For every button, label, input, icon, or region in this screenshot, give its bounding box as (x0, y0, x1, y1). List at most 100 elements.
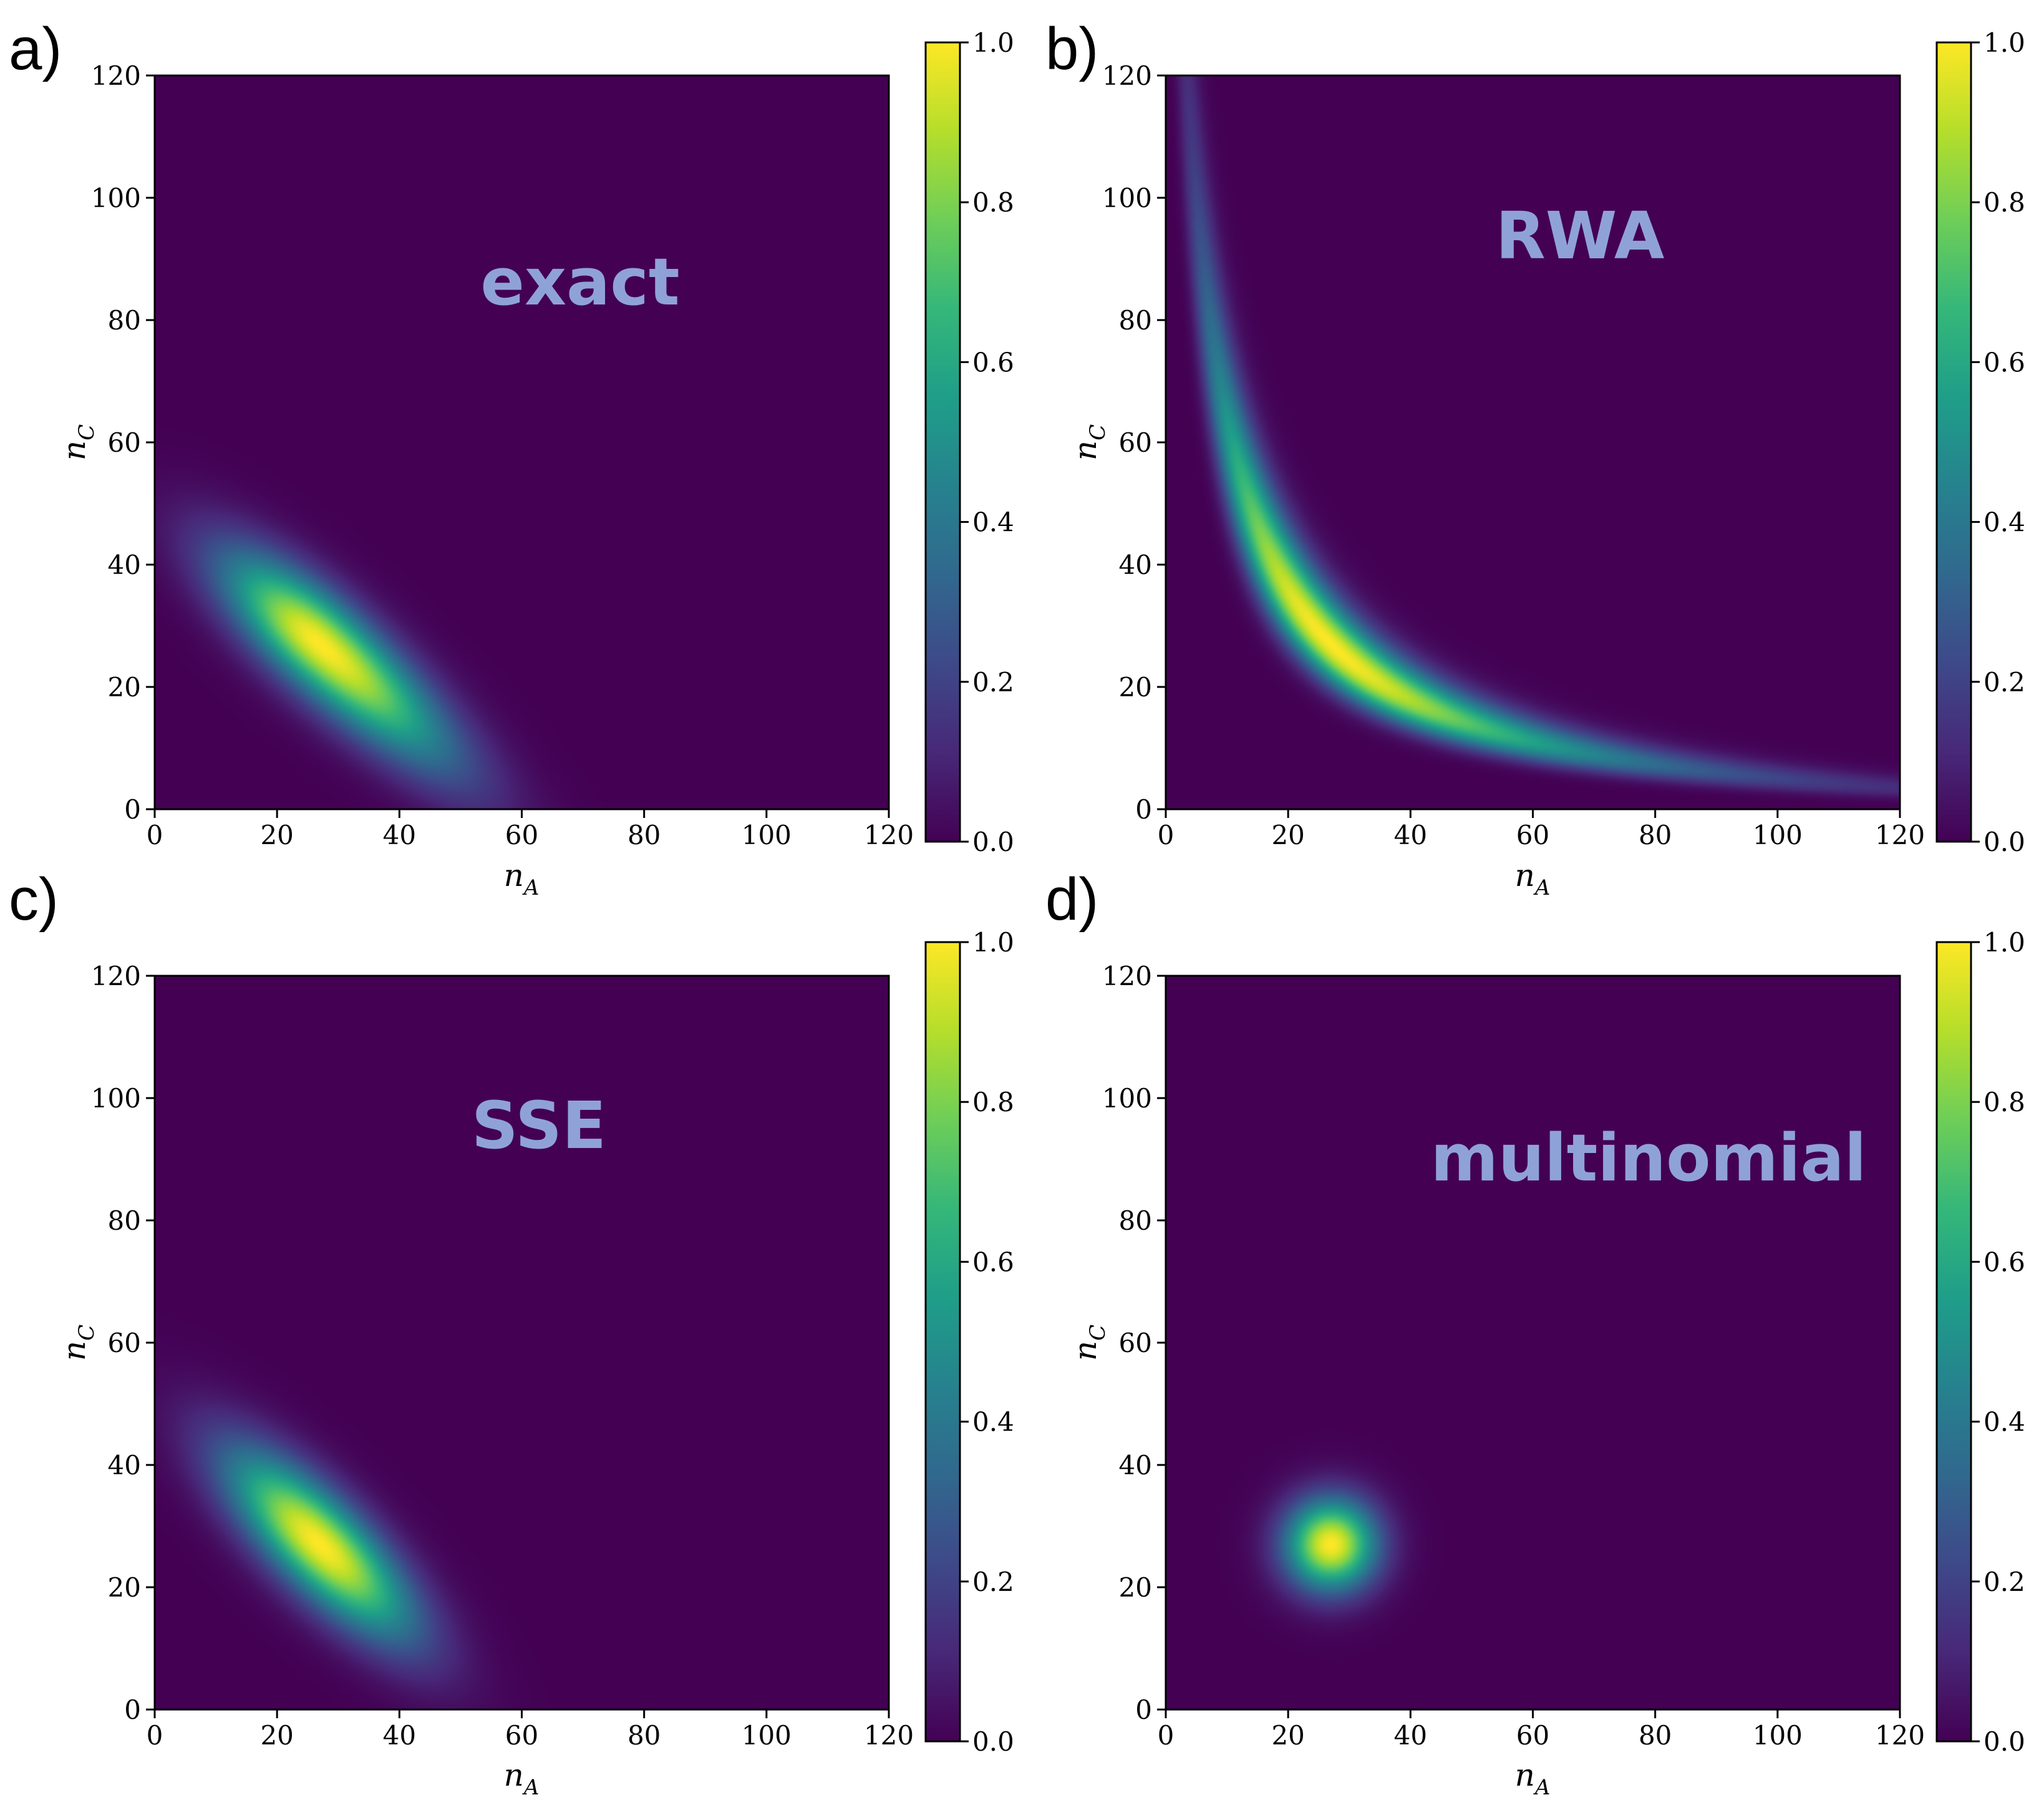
panel-c: c) 0 20 40 60 80 100 120 0 20 40 60 80 100 120 nA nC… (9, 866, 1014, 1795)
y-tick-label: 20 (1119, 672, 1152, 703)
y-ticks: 0 20 40 60 80 100 120 (1102, 961, 1166, 1725)
colorbar-tick-label: 0.0 (1983, 1726, 2025, 1757)
x-tick-label: 120 (864, 1720, 914, 1751)
y-tick-label: 0 (1135, 1695, 1152, 1725)
y-tick-label: 100 (1102, 183, 1152, 213)
x-tick-label: 60 (1516, 820, 1549, 850)
colorbar-tick-label: 0.6 (1983, 347, 2025, 377)
x-tick-label: 0 (1158, 820, 1175, 850)
colorbar-tick-label: 0.4 (972, 1407, 1014, 1437)
y-tick-label: 120 (1102, 61, 1152, 91)
colorbar-tick-label: 0.8 (1983, 187, 2025, 218)
colorbar (1935, 41, 1972, 843)
method-annotation: exact (480, 244, 679, 320)
x-tick-label: 0 (147, 1720, 163, 1751)
x-tick-label: 20 (1271, 1720, 1304, 1751)
colorbar-tick-label: 1.0 (972, 927, 1014, 958)
y-tick-label: 80 (1119, 305, 1152, 336)
colorbar-tick-label: 0.4 (1983, 1407, 2025, 1437)
x-tick-label: 120 (1875, 820, 1925, 850)
method-annotation: SSE (472, 1087, 606, 1164)
y-tick-label: 100 (1102, 1083, 1152, 1114)
x-ticks: 0 20 40 60 80 100 120 (1158, 809, 1925, 850)
y-tick-label: 40 (1119, 1450, 1152, 1481)
y-tick-label: 60 (108, 1328, 141, 1358)
y-tick-label: 120 (91, 61, 141, 91)
y-tick-label: 20 (108, 1572, 141, 1603)
colorbar-tick-label: 0.6 (972, 1247, 1014, 1277)
colorbar-tick-label: 0.0 (972, 827, 1014, 857)
colorbar-tick-label: 0.0 (972, 1726, 1014, 1757)
colorbar-tick-label: 0.0 (1983, 827, 2025, 857)
colorbar-tick-label: 1.0 (972, 27, 1014, 58)
colorbar-tick-label: 1.0 (1983, 27, 2025, 58)
y-tick-label: 20 (108, 672, 141, 703)
x-axis-label: nA (1515, 1757, 1551, 1795)
x-tick-label: 80 (1639, 820, 1672, 850)
y-axis-label: nC (1067, 424, 1110, 460)
x-tick-label: 20 (260, 820, 293, 850)
x-tick-label: 100 (742, 820, 792, 850)
y-tick-label: 40 (1119, 550, 1152, 580)
method-annotation: multinomial (1431, 1120, 1867, 1196)
y-axis-label: nC (1067, 1325, 1110, 1361)
x-axis-label: nA (504, 1757, 540, 1795)
y-tick-label: 20 (1119, 1572, 1152, 1603)
y-tick-label: 60 (1119, 1328, 1152, 1358)
heatmap-image (1166, 976, 1900, 1710)
x-tick-label: 100 (742, 1720, 792, 1751)
x-tick-label: 60 (505, 1720, 538, 1751)
x-axis-label: nA (1515, 857, 1551, 900)
x-tick-label: 100 (1753, 820, 1803, 850)
y-tick-label: 80 (108, 305, 141, 336)
y-tick-label: 60 (1119, 427, 1152, 458)
x-tick-label: 40 (1394, 820, 1427, 850)
x-ticks: 0 20 40 60 80 100 120 (147, 1710, 914, 1751)
colorbar-ticks: 0.0 0.2 0.4 0.6 0.8 1.0 (960, 927, 1014, 1757)
y-ticks: 0 20 40 60 80 100 120 (1102, 61, 1166, 825)
heatmap-image (155, 976, 889, 1710)
colorbar-ticks: 0.0 0.2 0.4 0.6 0.8 1.0 (1971, 927, 2025, 1757)
colorbar (924, 941, 961, 1743)
colorbar-tick-label: 0.8 (1983, 1087, 2025, 1117)
colorbar-ticks: 0.0 0.2 0.4 0.6 0.8 1.0 (960, 27, 1014, 857)
colorbar-tick-label: 0.4 (972, 507, 1014, 538)
panel-label: a) (9, 16, 62, 82)
y-ticks: 0 20 40 60 80 100 120 (91, 61, 155, 825)
x-tick-label: 120 (864, 820, 914, 850)
colorbar-tick-label: 0.2 (972, 667, 1014, 698)
x-axis-label: nA (504, 857, 540, 900)
x-ticks: 0 20 40 60 80 100 120 (147, 809, 914, 850)
y-tick-label: 40 (108, 550, 141, 580)
y-tick-label: 120 (1102, 961, 1152, 991)
x-tick-label: 80 (1639, 1720, 1672, 1751)
y-axis-label: nC (56, 1325, 99, 1361)
y-tick-label: 120 (91, 961, 141, 991)
x-tick-label: 60 (505, 820, 538, 850)
colorbar-tick-label: 0.6 (972, 347, 1014, 377)
panel-b: b) 0 20 40 60 80 100 120 0 20 40 60 80 100 120 nA nC… (1045, 16, 2025, 900)
colorbar-tick-label: 0.2 (972, 1567, 1014, 1597)
x-tick-label: 80 (627, 1720, 661, 1751)
colorbar (924, 41, 961, 843)
y-tick-label: 60 (108, 427, 141, 458)
panel-label: b) (1045, 16, 1098, 82)
x-tick-label: 60 (1516, 1720, 1549, 1751)
colorbar-tick-label: 0.8 (972, 1087, 1014, 1117)
colorbar-tick-label: 0.4 (1983, 507, 2025, 538)
x-tick-label: 100 (1753, 1720, 1803, 1751)
y-tick-label: 100 (91, 1083, 141, 1114)
x-tick-label: 20 (1271, 820, 1304, 850)
x-tick-label: 0 (1158, 1720, 1175, 1751)
x-tick-label: 40 (1394, 1720, 1427, 1751)
x-tick-label: 40 (383, 1720, 416, 1751)
y-tick-label: 0 (1135, 794, 1152, 825)
panel-label: d) (1045, 866, 1098, 933)
x-tick-label: 40 (383, 820, 416, 850)
y-tick-label: 100 (91, 183, 141, 213)
panel-a: a) 0 20 40 60 80 100 120 0 20 40 60 80 100 120 nA nC… (9, 16, 1014, 900)
colorbar-tick-label: 0.8 (972, 187, 1014, 218)
colorbar-tick-label: 0.2 (1983, 1567, 2025, 1597)
panel-label: c) (9, 866, 59, 933)
x-tick-label: 0 (147, 820, 163, 850)
